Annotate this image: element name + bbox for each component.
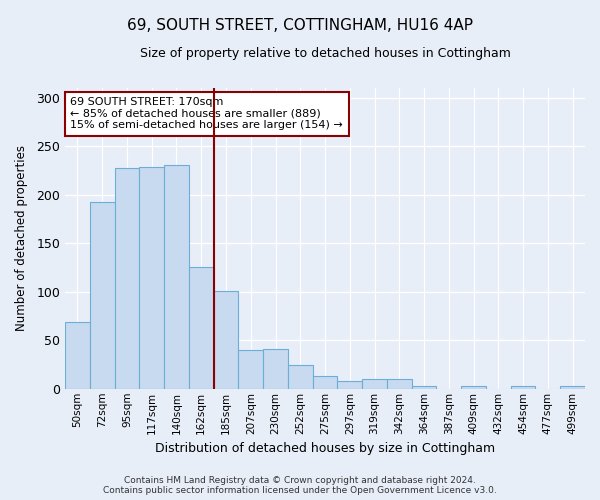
Y-axis label: Number of detached properties: Number of detached properties: [15, 146, 28, 332]
Bar: [65, 322, 90, 389]
Bar: [288, 364, 313, 389]
Text: 69, SOUTH STREET, COTTINGHAM, HU16 4AP: 69, SOUTH STREET, COTTINGHAM, HU16 4AP: [127, 18, 473, 32]
Bar: [115, 168, 139, 389]
Bar: [214, 291, 238, 389]
Bar: [139, 166, 164, 389]
Bar: [313, 376, 337, 389]
Bar: [461, 386, 486, 389]
Text: Contains HM Land Registry data © Crown copyright and database right 2024.
Contai: Contains HM Land Registry data © Crown c…: [103, 476, 497, 495]
X-axis label: Distribution of detached houses by size in Cottingham: Distribution of detached houses by size …: [155, 442, 495, 455]
Bar: [337, 381, 362, 389]
Bar: [511, 386, 535, 389]
Bar: [263, 349, 288, 389]
Bar: [189, 266, 214, 389]
Bar: [412, 386, 436, 389]
Title: Size of property relative to detached houses in Cottingham: Size of property relative to detached ho…: [140, 48, 511, 60]
Bar: [90, 202, 115, 389]
Bar: [560, 386, 585, 389]
Bar: [238, 350, 263, 389]
Bar: [387, 379, 412, 389]
Text: 69 SOUTH STREET: 170sqm
← 85% of detached houses are smaller (889)
15% of semi-d: 69 SOUTH STREET: 170sqm ← 85% of detache…: [70, 97, 343, 130]
Bar: [164, 164, 189, 389]
Bar: [362, 379, 387, 389]
